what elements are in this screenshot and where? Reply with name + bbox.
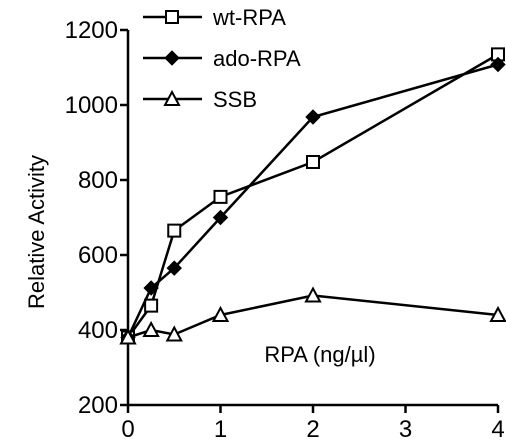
data-point (211, 305, 230, 322)
data-point (305, 109, 321, 125)
x-ticks: 0 1 2 3 4 (121, 405, 505, 441)
data-point (165, 325, 183, 342)
data-point (212, 209, 229, 226)
data-point (166, 260, 182, 276)
x-tick-label: 1 (214, 416, 227, 441)
legend-item: SSB (143, 87, 257, 112)
y-tick-label: 1200 (65, 17, 118, 44)
legend-marker (164, 50, 180, 66)
data-point (142, 320, 160, 337)
y-tick-label: 800 (78, 167, 118, 194)
legend-item: wt-RPA (143, 5, 286, 30)
legend-marker (163, 89, 181, 106)
legend-item: ado-RPA (143, 46, 301, 71)
series-2 (119, 286, 506, 345)
data-point (489, 305, 506, 322)
legend-label: wt-RPA (212, 5, 286, 30)
y-tick-label: 600 (78, 242, 118, 269)
series-layer (119, 47, 506, 346)
data-point (144, 298, 159, 313)
data-point (167, 223, 182, 238)
y-tick-label: 200 (78, 392, 118, 419)
series-line (126, 63, 499, 339)
legend-label: SSB (213, 87, 257, 112)
data-point (213, 189, 228, 204)
legend-label: ado-RPA (213, 46, 301, 71)
data-point (490, 56, 506, 73)
data-point (304, 286, 322, 303)
y-tick-label: 1000 (65, 92, 118, 119)
data-point (119, 328, 137, 345)
x-tick-label: 4 (491, 416, 504, 441)
y-ticks: 200 400 600 800 1000 1200 (65, 17, 128, 419)
axes: 200 400 600 800 1000 1200 0 1 2 3 4 (65, 17, 505, 441)
x-axis-label: RPA (ng/µl) (264, 342, 375, 367)
x-tick-label: 0 (121, 416, 134, 441)
legend-marker (165, 10, 179, 24)
y-axis-label: Relative Activity (24, 155, 49, 309)
data-point (143, 280, 159, 296)
x-tick-label: 2 (306, 416, 319, 441)
data-point (306, 155, 320, 169)
y-tick-label: 400 (78, 317, 118, 344)
x-tick-label: 3 (399, 416, 412, 441)
legend: wt-RPA ado-RPA SSB (143, 5, 301, 112)
